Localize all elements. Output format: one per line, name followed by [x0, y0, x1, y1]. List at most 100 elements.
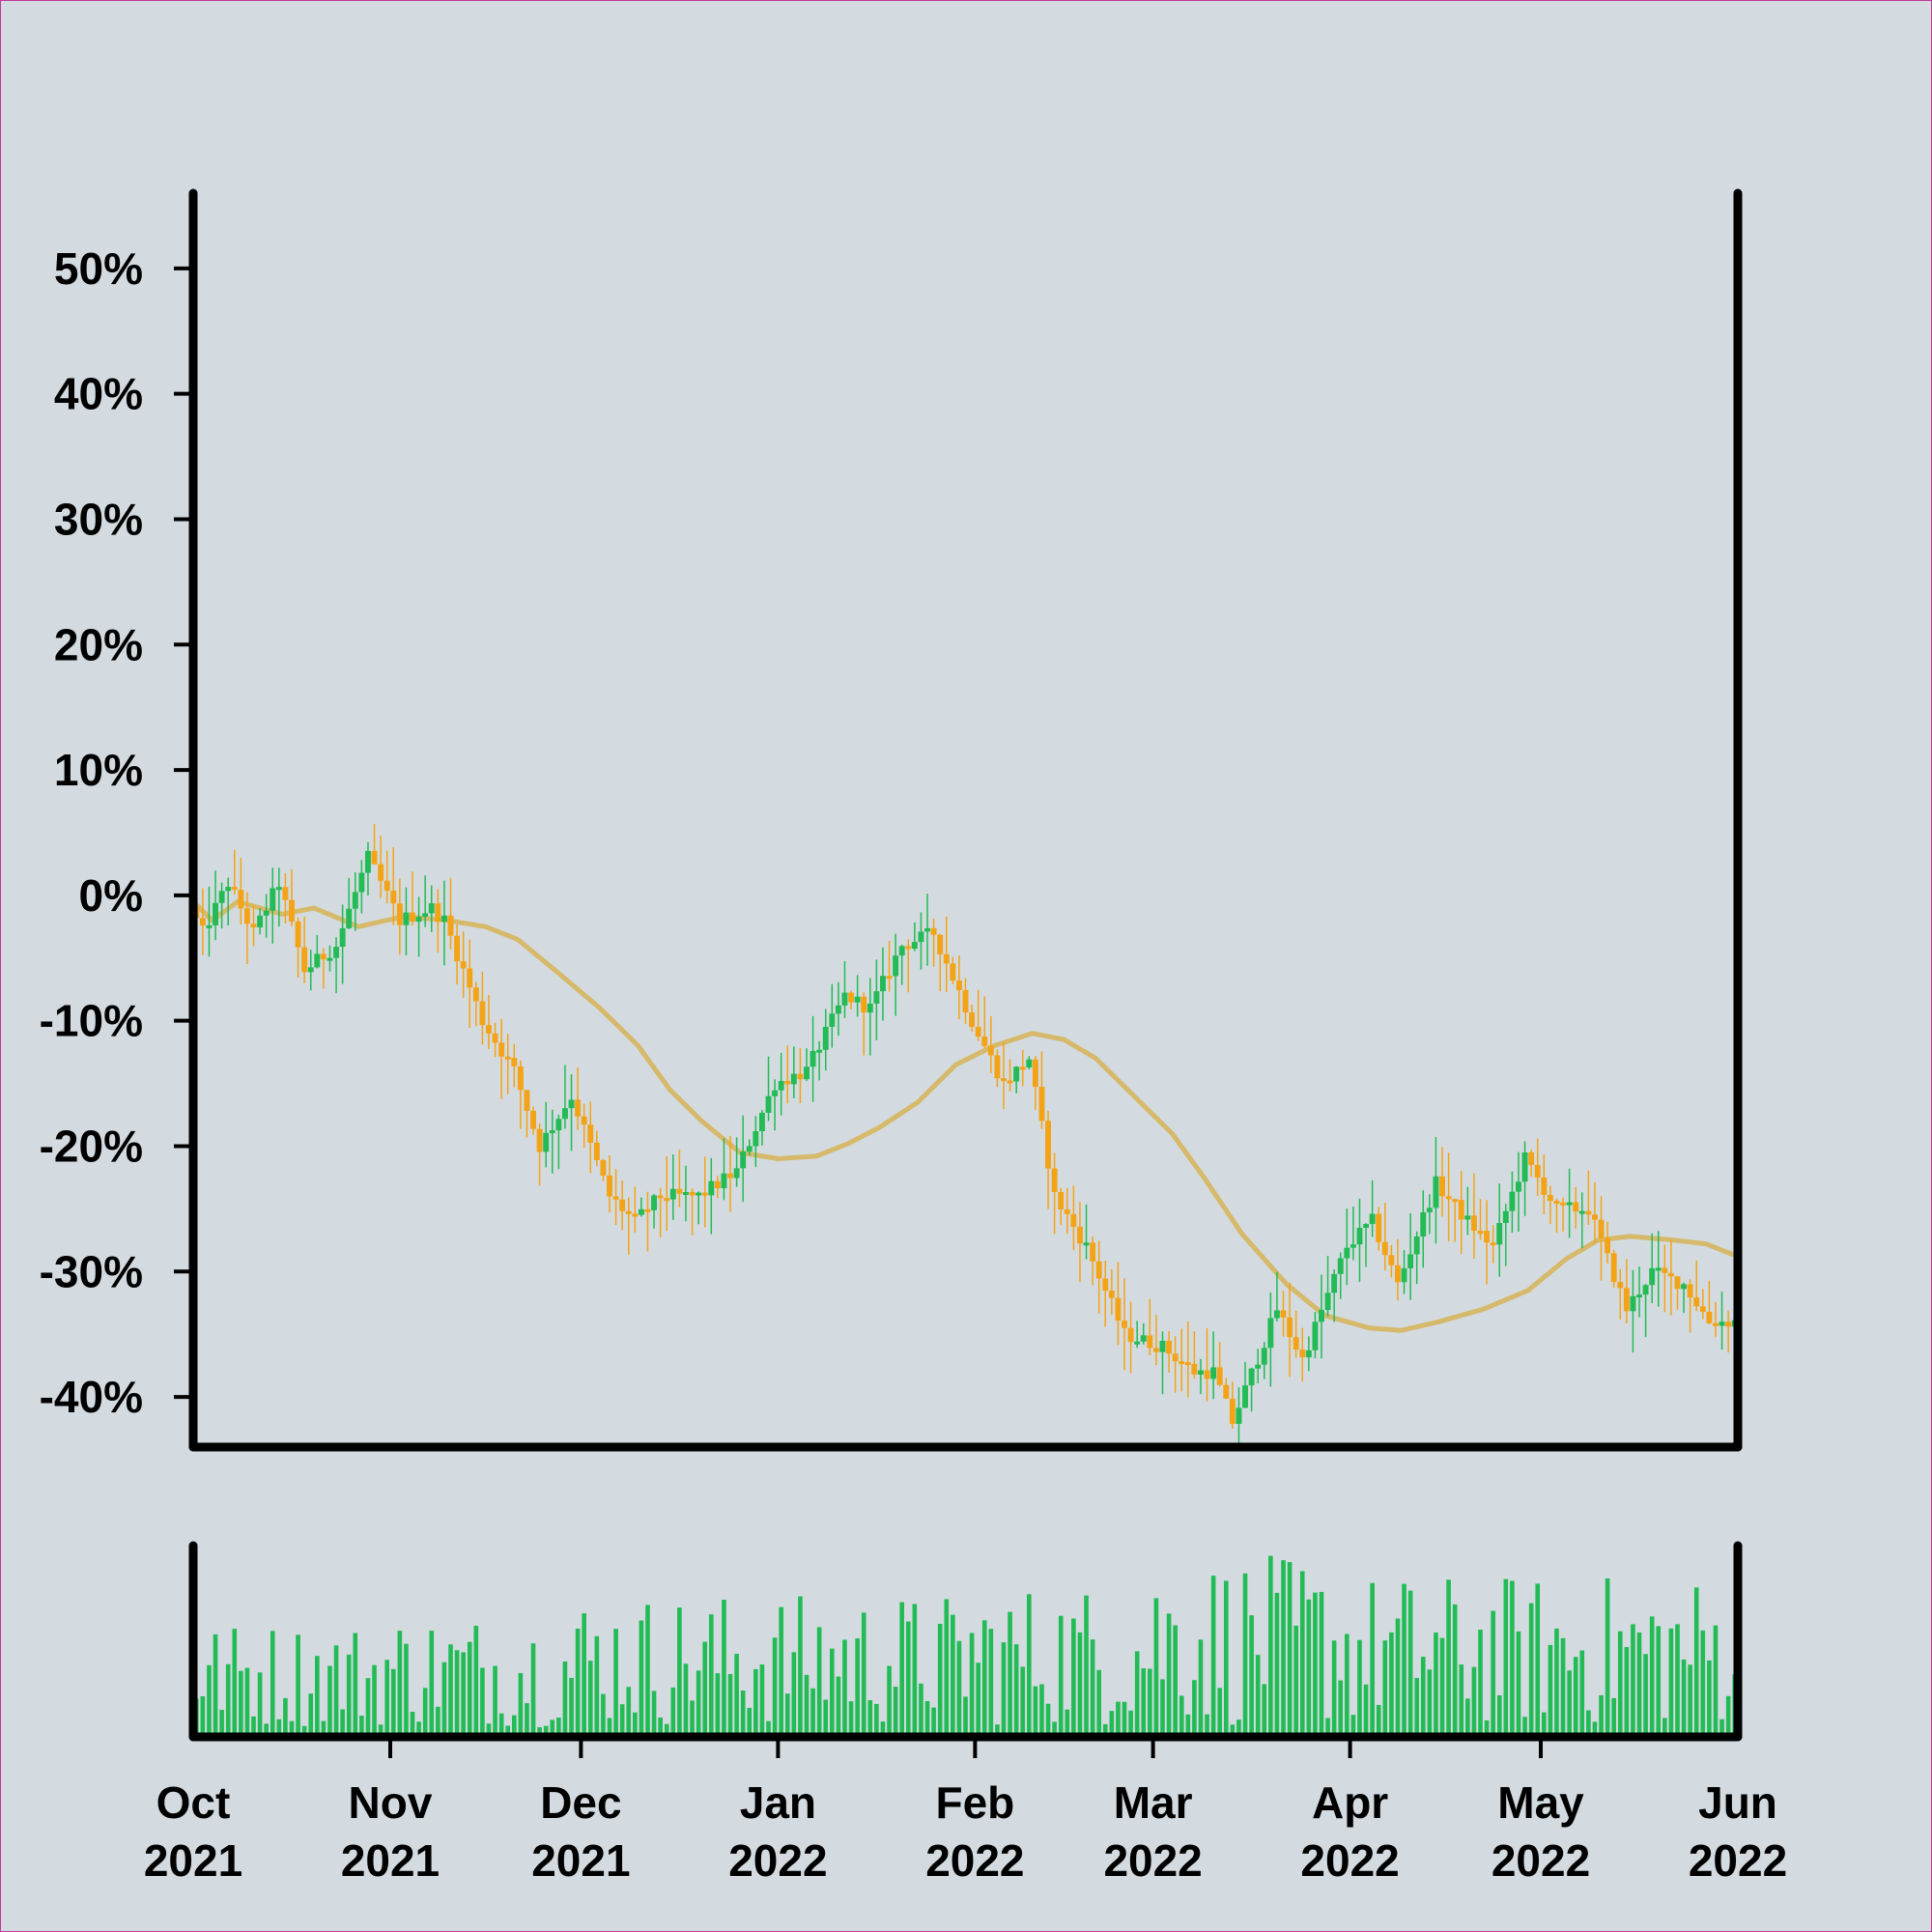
volume-bar: [861, 1612, 867, 1737]
candle-body: [758, 1112, 765, 1131]
x-tick-year: 2022: [925, 1835, 1024, 1886]
volume-bar: [1668, 1628, 1674, 1737]
volume-bar: [1102, 1723, 1108, 1737]
volume-bar: [747, 1708, 753, 1737]
volume-bar: [937, 1623, 943, 1737]
volume-bar: [550, 1719, 555, 1737]
volume-bar: [1033, 1686, 1038, 1737]
candle-body: [797, 1073, 804, 1080]
candle-body: [804, 1066, 810, 1080]
volume-bar: [321, 1720, 327, 1737]
candle-body: [950, 963, 956, 980]
candle-body: [1713, 1322, 1719, 1326]
candle-body: [440, 915, 447, 922]
candle-body: [320, 953, 327, 960]
volume-bar: [1719, 1719, 1724, 1737]
candle-body: [701, 1192, 708, 1196]
candle-body: [587, 1124, 594, 1143]
candle-body: [861, 996, 867, 1013]
candle-body: [1134, 1341, 1141, 1345]
x-tick-month: Nov: [349, 1777, 433, 1828]
volume-bar: [1688, 1664, 1692, 1737]
candle-body: [1032, 1059, 1038, 1088]
candle-body: [1484, 1231, 1491, 1243]
candle-body: [1496, 1223, 1503, 1245]
volume-bar: [264, 1723, 269, 1737]
volume-bar: [683, 1663, 689, 1737]
volume-bar: [1402, 1583, 1406, 1737]
volume-bar: [404, 1643, 409, 1737]
candle-body: [333, 947, 340, 958]
candle-body: [1381, 1241, 1388, 1256]
volume-bar: [1395, 1618, 1401, 1737]
candle-body: [790, 1073, 797, 1085]
candle-body: [1433, 1176, 1439, 1208]
volume-bar: [626, 1687, 632, 1737]
volume-bar: [1122, 1701, 1127, 1737]
x-tick-month: Jun: [1698, 1777, 1777, 1828]
volume-bar: [594, 1635, 600, 1737]
volume-bar: [1357, 1639, 1362, 1737]
volume-bar: [880, 1721, 886, 1737]
candle-body: [1470, 1215, 1477, 1232]
volume-bar: [1599, 1694, 1604, 1737]
volume-bar: [651, 1690, 657, 1737]
candle-body: [364, 850, 371, 873]
candle-body: [644, 1208, 651, 1212]
candle-body: [1725, 1321, 1732, 1327]
candle-body: [1605, 1237, 1611, 1254]
candle-body: [1591, 1214, 1598, 1220]
volume-bar: [436, 1706, 440, 1737]
x-axis-ticks: Oct 2021 Nov 2021 Dec 2021 Jan 2022 Feb 2022 Mar 20…: [144, 1737, 1787, 1886]
volume-bar: [1299, 1571, 1305, 1737]
volume-bar: [467, 1641, 472, 1737]
candle-body: [955, 980, 962, 990]
candle-body: [657, 1195, 664, 1199]
candle-body: [1617, 1282, 1624, 1289]
candle-body: [428, 903, 435, 914]
candle-body: [1541, 1177, 1548, 1196]
candle-body: [358, 872, 365, 893]
volume-bar: [791, 1652, 797, 1737]
candle-body: [1001, 1078, 1007, 1082]
volume-bar: [1491, 1610, 1495, 1737]
candle-body: [492, 1033, 498, 1043]
volume-bar: [1319, 1591, 1324, 1737]
candle-body: [1667, 1272, 1674, 1277]
candle-body: [422, 913, 429, 918]
candle-body: [600, 1159, 607, 1176]
x-tick-year: 2022: [1492, 1835, 1590, 1886]
volume-bar: [1681, 1659, 1687, 1737]
volume-bar: [772, 1637, 778, 1737]
volume-bar: [645, 1605, 650, 1737]
candle-body: [1528, 1151, 1535, 1165]
candle-body: [1115, 1297, 1122, 1321]
candle-body: [1560, 1202, 1567, 1206]
volume-bar: [1586, 1710, 1591, 1737]
candle-body: [1070, 1213, 1077, 1227]
volume-bar: [530, 1643, 536, 1737]
volume-bar: [830, 1648, 835, 1737]
candle-body: [1140, 1335, 1147, 1342]
volume-bar: [1611, 1697, 1616, 1737]
volume-bar: [1643, 1654, 1648, 1737]
y-tick-label: 30%: [54, 494, 143, 544]
candle-body: [1223, 1384, 1230, 1399]
candle-body: [638, 1208, 644, 1215]
volume-bar: [397, 1631, 403, 1737]
candle-body: [1159, 1340, 1166, 1352]
volume-bar: [327, 1665, 332, 1737]
candle-body: [384, 880, 390, 892]
volume-bar: [1153, 1598, 1159, 1737]
candle-body: [1452, 1199, 1459, 1203]
volume-bar: [1484, 1719, 1490, 1737]
candle-body: [238, 890, 244, 909]
volume-bar: [836, 1676, 841, 1737]
candle-body: [1649, 1267, 1656, 1286]
volume-bar: [924, 1700, 930, 1737]
candle-body: [1026, 1059, 1033, 1068]
candle-body: [1662, 1267, 1668, 1273]
volume-bar: [372, 1664, 377, 1737]
candle-body: [829, 1013, 836, 1027]
